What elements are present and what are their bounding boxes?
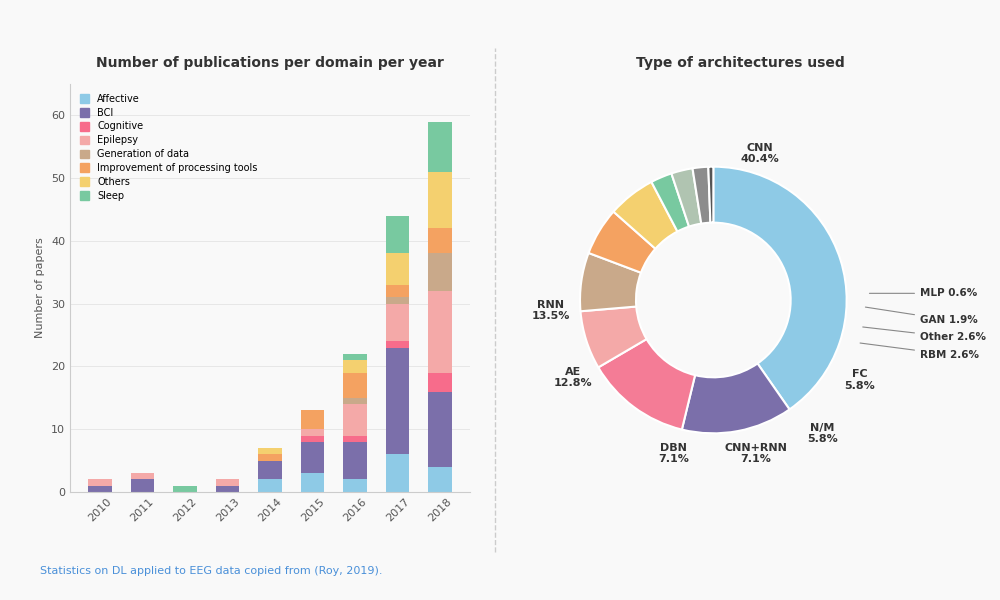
Wedge shape bbox=[693, 167, 710, 224]
Wedge shape bbox=[708, 167, 713, 223]
Wedge shape bbox=[613, 182, 677, 249]
Bar bbox=[216, 479, 239, 486]
Bar bbox=[386, 341, 409, 347]
Bar bbox=[301, 436, 324, 442]
Bar bbox=[216, 486, 239, 492]
Text: N/M
5.8%: N/M 5.8% bbox=[807, 422, 838, 444]
Text: MLP 0.6%: MLP 0.6% bbox=[869, 289, 977, 298]
Bar bbox=[258, 454, 282, 461]
Bar bbox=[301, 473, 324, 492]
Text: Statistics on DL applied to EEG data copied from (Roy, 2019).: Statistics on DL applied to EEG data cop… bbox=[40, 566, 382, 576]
Bar bbox=[343, 404, 367, 436]
Bar bbox=[428, 172, 452, 229]
Bar bbox=[428, 392, 452, 467]
Wedge shape bbox=[598, 339, 695, 430]
Bar bbox=[258, 461, 282, 479]
Bar bbox=[386, 298, 409, 304]
Bar bbox=[343, 398, 367, 404]
Wedge shape bbox=[580, 253, 641, 311]
Bar bbox=[301, 410, 324, 429]
Legend: Affective, BCI, Cognitive, Epilepsy, Generation of data, Improvement of processi: Affective, BCI, Cognitive, Epilepsy, Gen… bbox=[75, 89, 262, 206]
Bar bbox=[343, 354, 367, 360]
Bar bbox=[428, 253, 452, 291]
Wedge shape bbox=[671, 169, 701, 227]
Text: CNN+RNN
7.1%: CNN+RNN 7.1% bbox=[725, 443, 787, 464]
Bar bbox=[301, 429, 324, 436]
Bar bbox=[131, 479, 154, 492]
Title: Number of publications per domain per year: Number of publications per domain per ye… bbox=[96, 56, 444, 70]
Bar bbox=[428, 291, 452, 373]
Text: FC
5.8%: FC 5.8% bbox=[845, 369, 875, 391]
Bar bbox=[88, 479, 112, 486]
Bar bbox=[343, 436, 367, 442]
Title: Type of architectures used: Type of architectures used bbox=[636, 56, 844, 70]
Bar bbox=[258, 479, 282, 492]
Wedge shape bbox=[713, 167, 847, 409]
Text: GAN 1.9%: GAN 1.9% bbox=[865, 307, 978, 325]
Wedge shape bbox=[589, 212, 655, 273]
Bar bbox=[343, 442, 367, 479]
Bar bbox=[343, 360, 367, 373]
Bar bbox=[386, 304, 409, 341]
Bar bbox=[131, 473, 154, 479]
Bar bbox=[386, 285, 409, 298]
Bar bbox=[343, 373, 367, 398]
Wedge shape bbox=[651, 173, 689, 232]
Text: DBN
7.1%: DBN 7.1% bbox=[658, 443, 689, 464]
Bar bbox=[386, 216, 409, 253]
Bar bbox=[386, 347, 409, 454]
Text: AE
12.8%: AE 12.8% bbox=[554, 367, 593, 388]
Bar bbox=[428, 122, 452, 172]
Y-axis label: Number of papers: Number of papers bbox=[35, 238, 45, 338]
Text: CNN
40.4%: CNN 40.4% bbox=[741, 143, 779, 164]
Bar bbox=[428, 229, 452, 253]
Bar bbox=[88, 486, 112, 492]
Text: RNN
13.5%: RNN 13.5% bbox=[531, 300, 570, 322]
Bar bbox=[301, 442, 324, 473]
Bar bbox=[386, 253, 409, 285]
Text: Other 2.6%: Other 2.6% bbox=[863, 327, 986, 343]
Bar bbox=[258, 448, 282, 454]
Bar bbox=[343, 479, 367, 492]
Text: RBM 2.6%: RBM 2.6% bbox=[860, 343, 979, 359]
Bar bbox=[428, 467, 452, 492]
Wedge shape bbox=[682, 364, 790, 433]
Bar bbox=[173, 486, 197, 492]
Wedge shape bbox=[580, 307, 647, 367]
Bar bbox=[428, 373, 452, 392]
Bar bbox=[386, 454, 409, 492]
